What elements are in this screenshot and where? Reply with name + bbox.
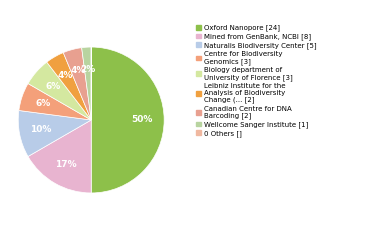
Wedge shape — [82, 47, 91, 120]
Text: 4%: 4% — [70, 66, 86, 75]
Wedge shape — [28, 120, 91, 193]
Wedge shape — [63, 48, 91, 120]
Text: 6%: 6% — [35, 99, 51, 108]
Text: 17%: 17% — [55, 160, 76, 169]
Text: 6%: 6% — [45, 82, 60, 91]
Legend: Oxford Nanopore [24], Mined from GenBank, NCBI [8], Naturalis Biodiversity Cente: Oxford Nanopore [24], Mined from GenBank… — [195, 23, 318, 138]
Text: 2%: 2% — [80, 65, 95, 73]
Wedge shape — [18, 110, 91, 156]
Text: 50%: 50% — [131, 115, 153, 125]
Wedge shape — [28, 62, 91, 120]
Wedge shape — [47, 53, 91, 120]
Text: 4%: 4% — [58, 71, 73, 80]
Text: 10%: 10% — [30, 126, 52, 134]
Wedge shape — [91, 47, 164, 193]
Wedge shape — [19, 84, 91, 120]
